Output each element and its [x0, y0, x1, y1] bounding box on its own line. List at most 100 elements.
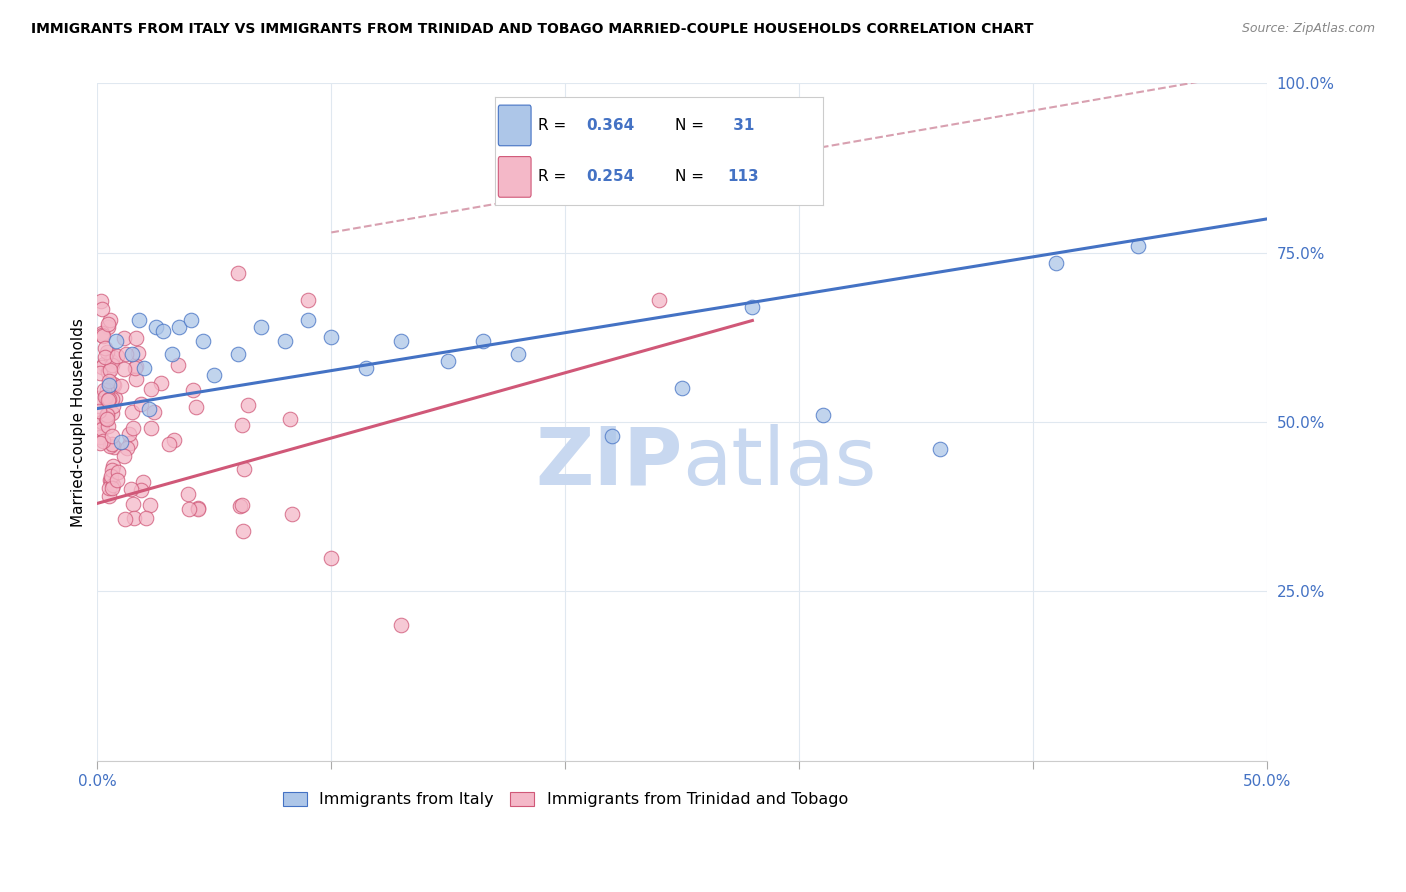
- Point: [89, 366, 111, 380]
- Point: [115, 441, 138, 455]
- Point: [97, 392, 120, 407]
- Point: [101, 358, 124, 372]
- Point: [94, 351, 117, 365]
- Point: [149, 376, 172, 390]
- Point: [114, 512, 136, 526]
- Point: [91, 434, 114, 448]
- Point: [100, 474, 122, 488]
- Point: [229, 499, 252, 513]
- Point: [648, 293, 671, 308]
- Point: [128, 313, 150, 327]
- Point: [180, 313, 202, 327]
- Point: [181, 383, 204, 397]
- Point: [273, 334, 295, 348]
- Point: [98, 377, 121, 392]
- Point: [129, 483, 152, 498]
- Point: [356, 360, 378, 375]
- Point: [125, 359, 148, 374]
- Point: [280, 508, 302, 522]
- Point: [105, 349, 128, 363]
- Point: [91, 415, 114, 429]
- Point: [118, 427, 141, 442]
- Point: [103, 440, 125, 454]
- Point: [114, 362, 136, 376]
- Point: [100, 392, 122, 406]
- Point: [120, 436, 142, 450]
- Point: [98, 374, 121, 388]
- Point: [297, 313, 319, 327]
- Point: [90, 422, 112, 436]
- Point: [110, 379, 132, 393]
- Point: [236, 398, 259, 412]
- Point: [98, 439, 121, 453]
- Point: [98, 313, 121, 327]
- Point: [124, 360, 146, 375]
- Point: [91, 328, 114, 343]
- Point: [101, 429, 124, 443]
- Point: [96, 408, 118, 422]
- Point: [231, 498, 253, 512]
- Point: [391, 334, 413, 348]
- Point: [250, 320, 273, 334]
- Point: [101, 350, 124, 364]
- Point: [97, 365, 120, 379]
- Point: [122, 511, 145, 525]
- Point: [160, 347, 183, 361]
- Point: [233, 462, 256, 476]
- Point: [97, 392, 120, 407]
- Point: [87, 391, 110, 405]
- Point: [101, 405, 124, 419]
- Point: [112, 449, 135, 463]
- Point: [157, 437, 180, 451]
- Text: Source: ZipAtlas.com: Source: ZipAtlas.com: [1241, 22, 1375, 36]
- Point: [139, 498, 162, 512]
- Point: [97, 319, 120, 334]
- Point: [278, 411, 301, 425]
- Point: [90, 293, 112, 308]
- Point: [472, 334, 495, 348]
- Point: [226, 347, 249, 361]
- Point: [105, 334, 128, 348]
- Point: [98, 384, 121, 398]
- Point: [104, 392, 127, 406]
- Point: [98, 489, 121, 503]
- Point: [103, 377, 125, 392]
- Point: [97, 317, 120, 331]
- Point: [124, 331, 146, 345]
- Point: [127, 345, 149, 359]
- Point: [121, 405, 143, 419]
- Point: [177, 487, 200, 501]
- Point: [91, 326, 114, 341]
- Point: [91, 329, 114, 343]
- Point: [96, 383, 118, 397]
- Point: [122, 497, 145, 511]
- Point: [91, 360, 114, 375]
- Point: [231, 418, 253, 433]
- Point: [226, 266, 249, 280]
- Point: [163, 434, 186, 448]
- Point: [87, 413, 110, 427]
- Point: [145, 320, 167, 334]
- Point: [187, 500, 209, 515]
- Point: [94, 410, 117, 425]
- Point: [191, 334, 214, 348]
- Point: [94, 341, 117, 355]
- Point: [98, 473, 121, 487]
- Point: [93, 357, 115, 371]
- Point: [101, 463, 124, 477]
- Y-axis label: Married-couple Households: Married-couple Households: [72, 318, 86, 526]
- Point: [202, 368, 225, 382]
- Point: [131, 475, 153, 489]
- Point: [741, 300, 763, 314]
- Point: [232, 524, 254, 538]
- Point: [125, 372, 148, 386]
- Point: [811, 409, 834, 423]
- Point: [122, 420, 145, 434]
- Point: [142, 405, 165, 419]
- Point: [391, 618, 413, 632]
- Point: [114, 346, 136, 360]
- Point: [96, 345, 118, 359]
- Point: [101, 437, 124, 451]
- Point: [135, 511, 157, 525]
- Text: atlas: atlas: [682, 424, 876, 501]
